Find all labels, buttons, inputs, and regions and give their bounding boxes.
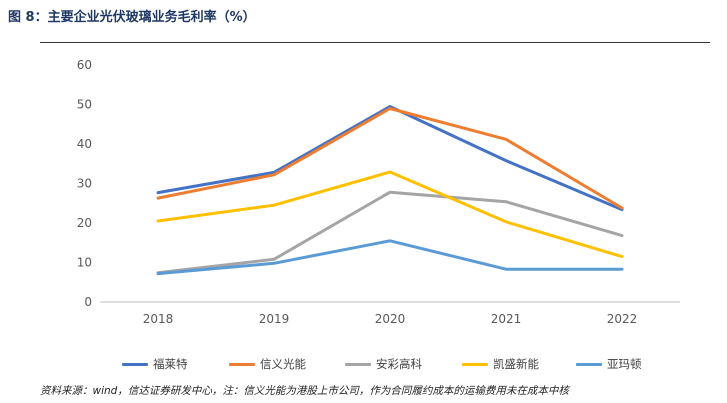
y-tick-label: 60 — [77, 58, 92, 72]
series-line-0 — [156, 105, 624, 212]
legend-item: 福莱特 — [122, 356, 188, 372]
figure-title: 图 8：主要企业光伏玻璃业务毛利率（%） — [8, 10, 256, 25]
legend-item: 信义光能 — [229, 356, 306, 372]
legend-label: 凯盛新能 — [493, 357, 539, 371]
legend-label: 安彩高科 — [376, 357, 422, 371]
legend-swatch — [576, 362, 602, 366]
legend-label: 福莱特 — [153, 357, 188, 371]
series-line-1 — [156, 107, 624, 210]
y-tick-label: 40 — [77, 137, 92, 151]
source-note: 资料来源：wind，信达证券研发中心，注：信义光能为港股上市公司，作为合同履约成… — [40, 385, 569, 397]
legend-label: 信义光能 — [260, 357, 306, 371]
y-tick-label: 10 — [77, 256, 92, 270]
y-axis-ticks: 0 10 20 30 40 50 60 — [77, 58, 92, 309]
x-tick-label: 2019 — [259, 312, 290, 326]
series-line-3 — [156, 170, 624, 259]
y-tick-label: 0 — [84, 295, 92, 309]
chart-legend: 福莱特 信义光能 安彩高科 凯盛新能 亚玛顿 — [0, 356, 727, 376]
series-line-2 — [156, 190, 624, 275]
series-line-4 — [156, 239, 624, 276]
x-tick-label: 2020 — [375, 312, 406, 326]
legend-swatch — [229, 362, 255, 366]
x-tick-label: 2021 — [491, 312, 522, 326]
legend-swatch — [345, 362, 371, 366]
legend-label: 亚玛顿 — [607, 357, 642, 371]
y-tick-label: 50 — [77, 98, 92, 112]
y-tick-label: 20 — [77, 216, 92, 230]
series-layer — [156, 105, 624, 276]
legend-swatch — [462, 362, 488, 366]
legend-item: 安彩高科 — [345, 356, 422, 372]
x-tick-label: 2018 — [143, 312, 174, 326]
x-tick-label: 2022 — [607, 312, 638, 326]
legend-item: 亚玛顿 — [576, 356, 642, 372]
legend-swatch — [122, 362, 148, 366]
title-rule — [40, 42, 710, 43]
legend-item: 凯盛新能 — [462, 356, 539, 372]
y-tick-label: 30 — [77, 177, 92, 191]
x-axis-ticks: 2018 2019 2020 2021 2022 — [143, 312, 638, 326]
